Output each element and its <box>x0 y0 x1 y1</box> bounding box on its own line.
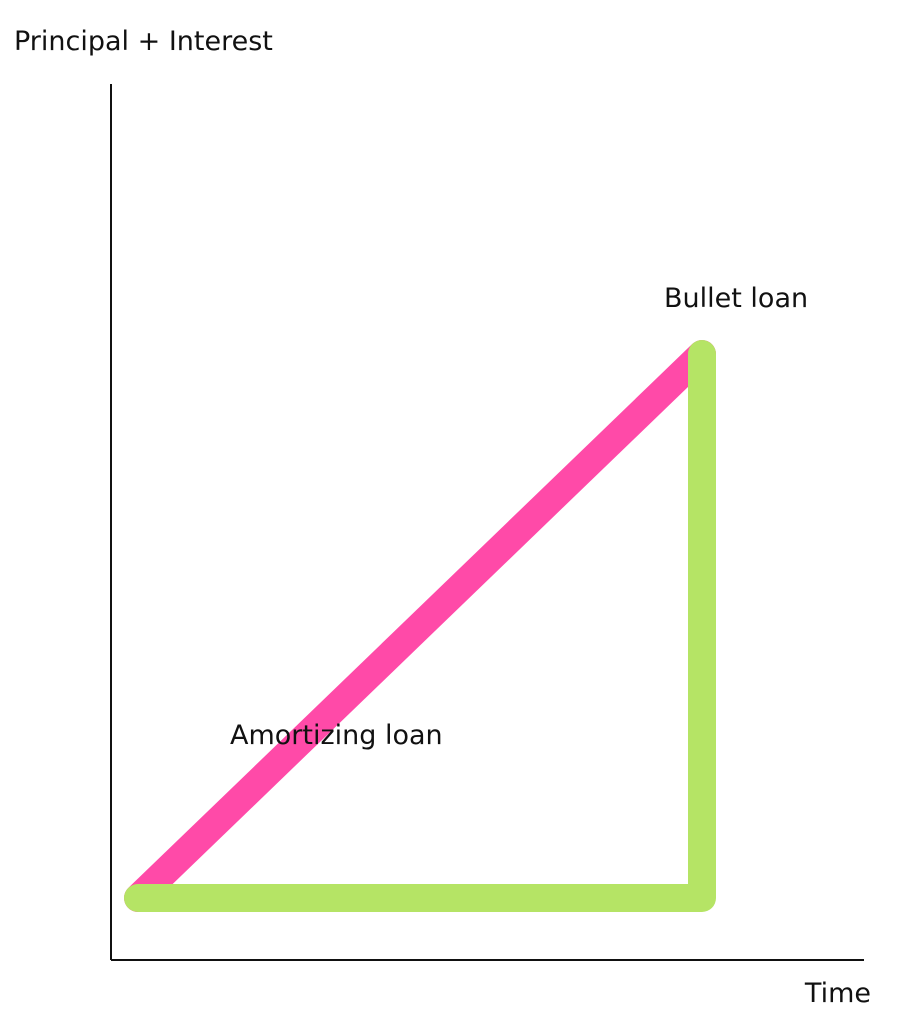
x-axis-label: Time <box>804 978 871 1009</box>
series-line-bullet-loan <box>124 340 716 912</box>
labels-layer: Principal + Interest Time Bullet loan Am… <box>14 26 871 1009</box>
axes <box>110 84 864 961</box>
series-layer <box>124 340 716 912</box>
y-axis-label: Principal + Interest <box>14 26 273 57</box>
series-label-amortizing-loan: Amortizing loan <box>230 720 443 751</box>
series-label-bullet-loan: Bullet loan <box>664 283 808 314</box>
series-line-amortizing-loan <box>124 340 716 912</box>
